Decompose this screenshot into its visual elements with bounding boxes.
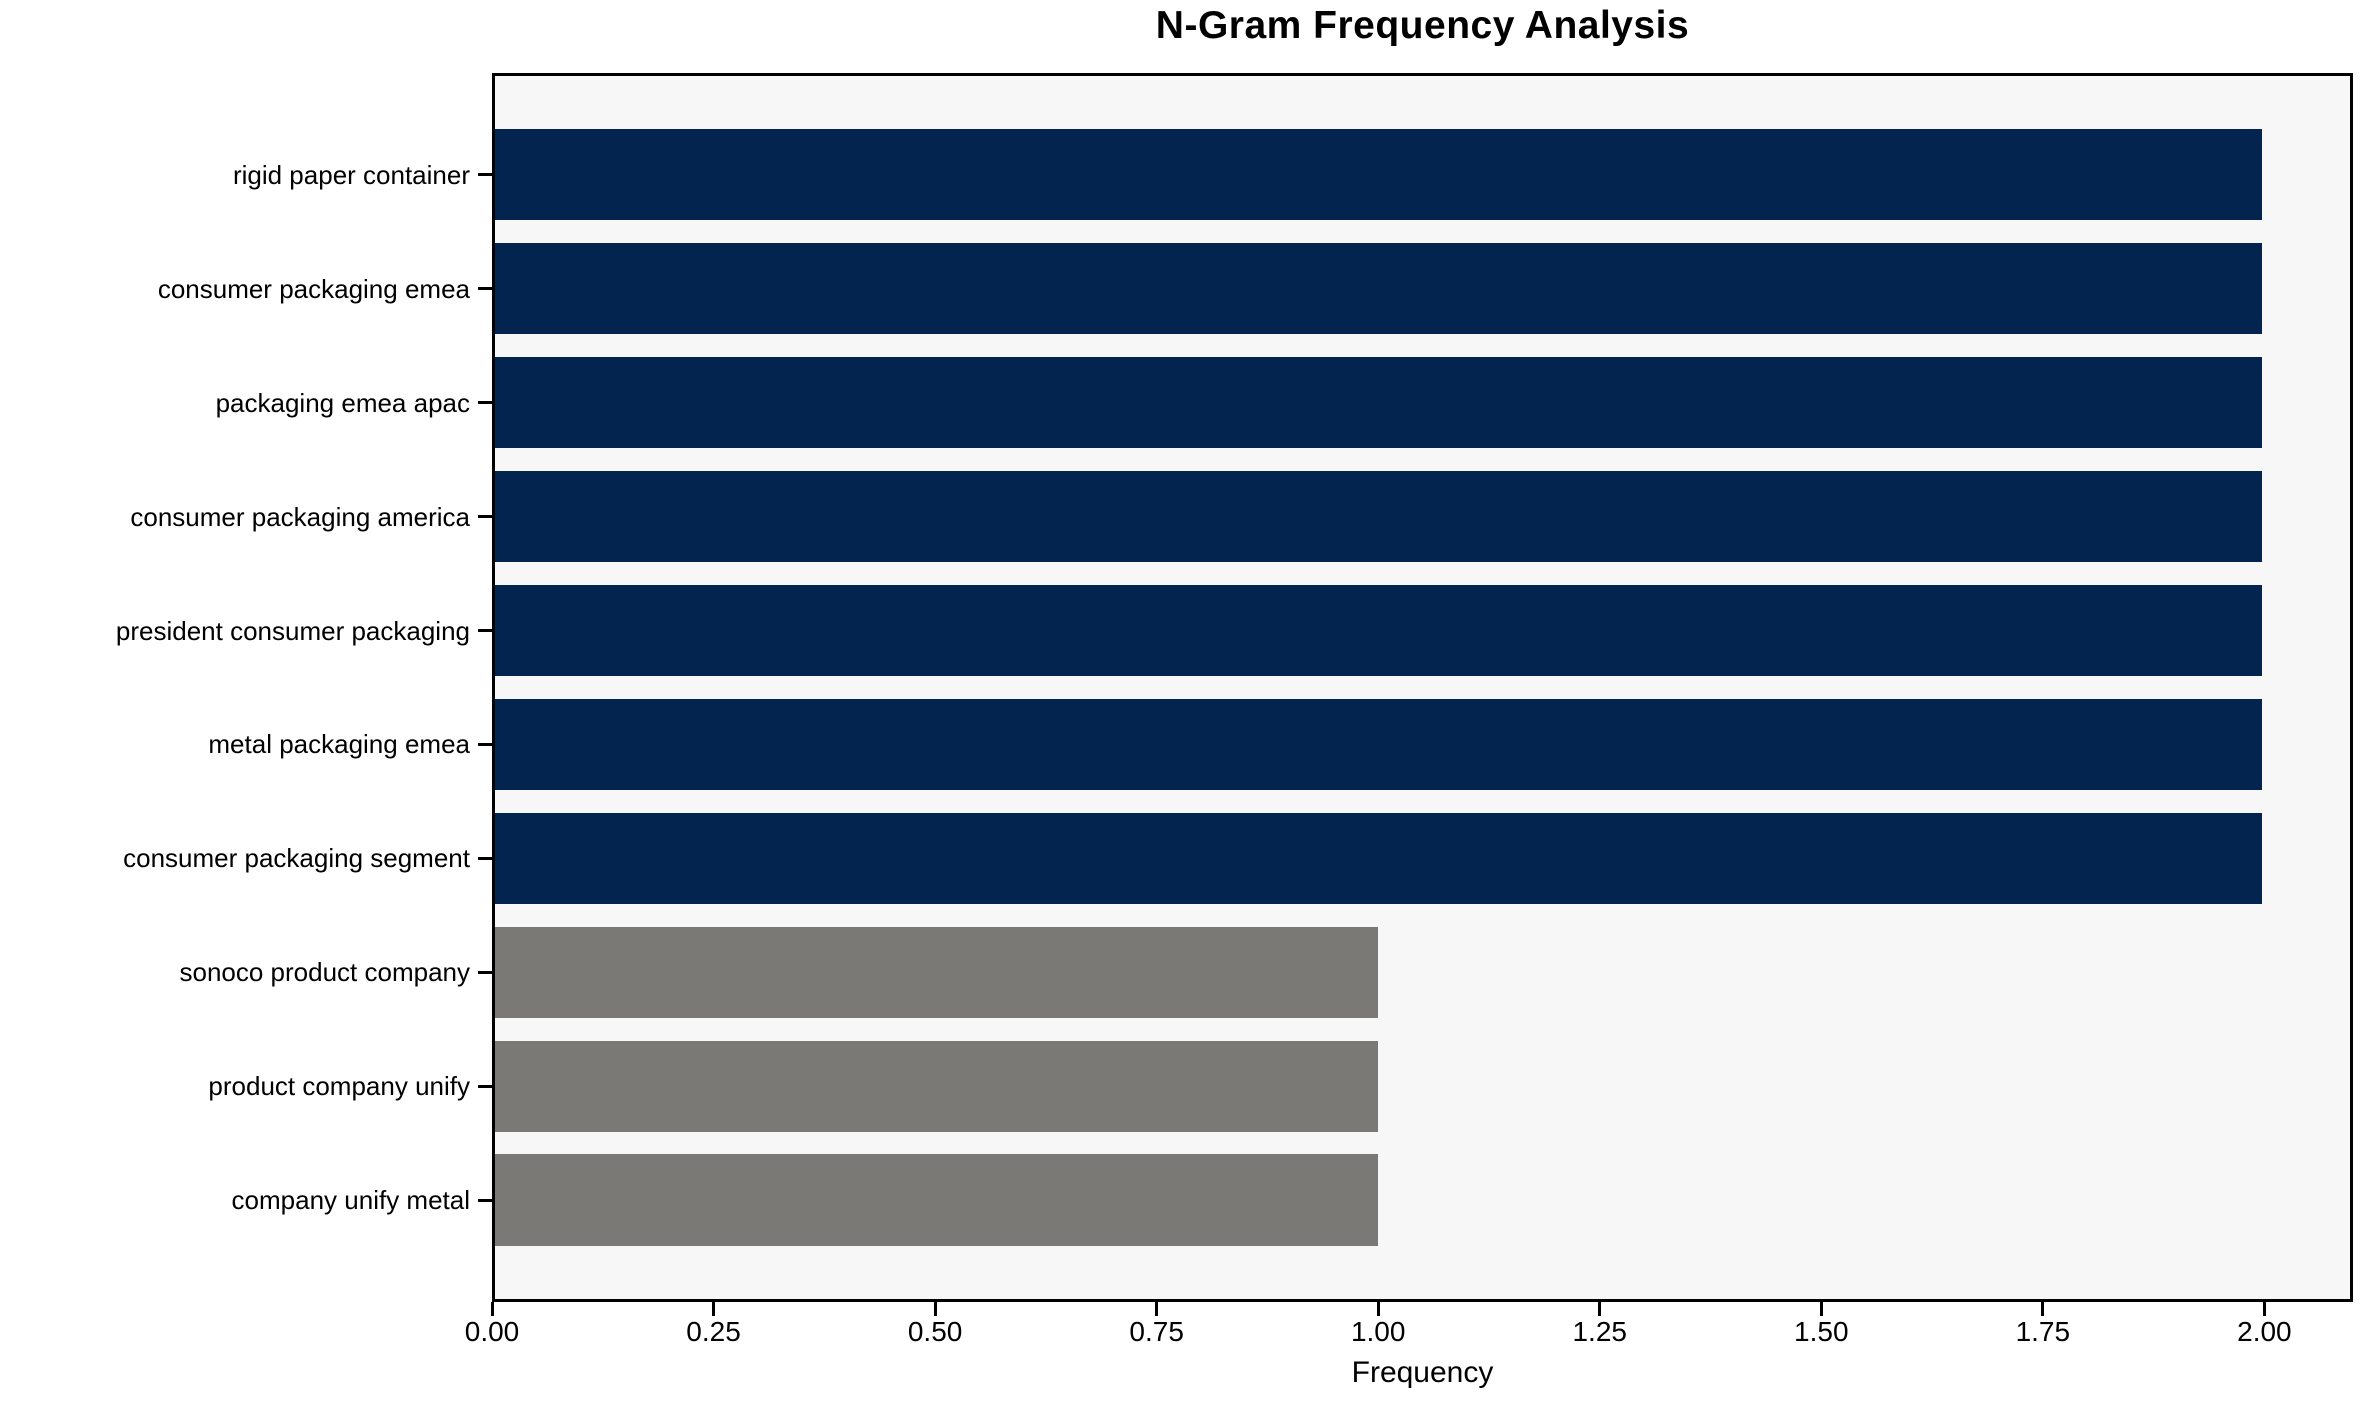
y-tick <box>478 856 492 860</box>
y-tick <box>478 970 492 974</box>
x-tick <box>1598 1302 1602 1316</box>
bar <box>495 357 2262 449</box>
x-tick <box>490 1302 494 1316</box>
x-tick-label: 1.25 <box>1572 1316 1627 1347</box>
x-tick <box>1819 1302 1823 1316</box>
x-tick <box>2041 1302 2045 1316</box>
y-axis-label: consumer packaging segment <box>123 843 470 874</box>
x-tick <box>933 1302 937 1316</box>
x-tick-label: 0.00 <box>464 1316 520 1347</box>
y-tick <box>478 1084 492 1088</box>
y-tick <box>478 1198 492 1202</box>
y-tick <box>478 515 492 519</box>
y-axis-label: metal packaging emea <box>208 729 470 760</box>
bar <box>495 698 2262 790</box>
y-axis-label: company unify metal <box>231 1185 470 1216</box>
chart-title: N-Gram Frequency Analysis <box>1155 4 1690 47</box>
bar <box>495 471 2262 563</box>
x-tick-label: 2.00 <box>2237 1316 2292 1347</box>
y-axis-label: consumer packaging america <box>130 501 470 532</box>
y-tick <box>478 287 492 291</box>
y-tick <box>478 742 492 746</box>
bar <box>495 243 2262 335</box>
bar <box>495 812 2262 904</box>
bar <box>495 926 1379 1018</box>
x-tick-label: 0.25 <box>686 1316 741 1347</box>
x-axis-title: Frequency <box>1351 1356 1494 1389</box>
y-axis-label: packaging emea apac <box>215 387 470 418</box>
y-tick <box>478 173 492 177</box>
bar <box>495 1154 1379 1246</box>
y-axis-label: president consumer packaging <box>115 615 470 646</box>
y-tick <box>478 629 492 633</box>
x-tick-label: 0.50 <box>907 1316 963 1347</box>
y-axis-label: rigid paper container <box>232 159 470 190</box>
x-tick <box>1155 1302 1159 1316</box>
x-tick-label: 1.50 <box>1794 1316 1849 1347</box>
x-tick-label: 1.75 <box>2015 1316 2071 1347</box>
y-tick <box>478 401 492 405</box>
x-tick <box>712 1302 716 1316</box>
x-tick <box>2262 1302 2266 1316</box>
plot-area <box>492 73 2353 1302</box>
bar <box>495 129 2262 221</box>
y-axis-label: consumer packaging emea <box>157 273 470 304</box>
bar <box>495 584 2262 677</box>
x-tick-label: 1.00 <box>1350 1316 1406 1347</box>
x-tick <box>1376 1302 1380 1316</box>
y-axis-label: product company unify <box>208 1071 470 1102</box>
x-tick-label: 0.75 <box>1129 1316 1184 1347</box>
y-axis-label: sonoco product company <box>179 957 470 988</box>
y-axis: rigid paper container consumer packaging … <box>0 73 470 1302</box>
bar <box>495 1040 1379 1132</box>
